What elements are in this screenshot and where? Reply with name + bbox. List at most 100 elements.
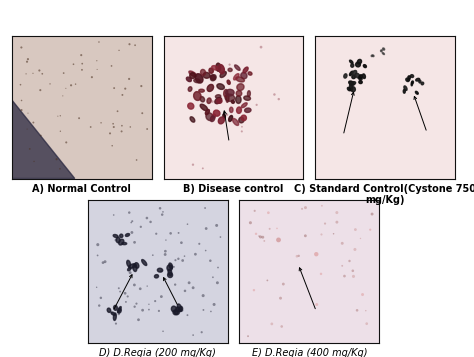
Ellipse shape (200, 96, 205, 102)
Ellipse shape (135, 263, 139, 268)
Ellipse shape (168, 269, 172, 276)
Point (93, 58, 100, 64)
Point (198, 330, 205, 335)
Point (341, 273, 348, 279)
Ellipse shape (205, 110, 210, 115)
Point (145, 307, 153, 312)
Ellipse shape (219, 65, 224, 74)
Ellipse shape (194, 79, 201, 83)
Point (200, 293, 207, 298)
Ellipse shape (173, 310, 178, 315)
Point (275, 237, 283, 243)
Point (266, 226, 273, 232)
Ellipse shape (223, 114, 225, 118)
Point (127, 124, 134, 130)
Point (295, 253, 302, 259)
Point (97, 120, 105, 126)
Ellipse shape (157, 268, 163, 272)
Point (159, 209, 167, 215)
Point (118, 129, 126, 134)
Point (333, 219, 341, 225)
Ellipse shape (195, 74, 203, 83)
Point (277, 295, 284, 301)
Point (125, 76, 133, 82)
Ellipse shape (193, 92, 201, 100)
Ellipse shape (210, 116, 215, 121)
Point (37, 133, 45, 139)
Ellipse shape (408, 76, 410, 79)
Point (261, 238, 268, 244)
Point (56, 166, 64, 172)
Point (189, 332, 197, 338)
Point (67, 82, 75, 88)
Point (313, 302, 320, 307)
Ellipse shape (408, 79, 410, 81)
Point (199, 166, 207, 171)
Point (56, 113, 64, 119)
Ellipse shape (363, 74, 365, 79)
Ellipse shape (189, 71, 197, 77)
Point (201, 205, 209, 211)
Point (200, 307, 207, 313)
Point (127, 270, 134, 276)
Point (253, 102, 260, 108)
Ellipse shape (111, 312, 115, 315)
Point (346, 258, 353, 264)
Ellipse shape (241, 115, 246, 121)
Point (202, 248, 210, 253)
Point (275, 96, 283, 102)
Ellipse shape (228, 115, 233, 121)
Point (226, 62, 233, 67)
Point (178, 240, 185, 246)
Point (54, 113, 62, 119)
Point (115, 311, 123, 317)
Point (29, 120, 37, 125)
Ellipse shape (234, 74, 239, 80)
Ellipse shape (116, 237, 120, 243)
Ellipse shape (220, 71, 226, 77)
Point (338, 263, 346, 269)
Point (131, 42, 139, 48)
Point (359, 292, 366, 297)
Point (122, 299, 130, 305)
Ellipse shape (381, 50, 382, 52)
Point (46, 81, 54, 87)
Point (115, 285, 123, 291)
Point (94, 242, 101, 247)
Point (126, 41, 133, 47)
Ellipse shape (247, 91, 250, 97)
Point (257, 44, 265, 50)
Ellipse shape (200, 104, 208, 111)
Point (191, 251, 199, 257)
Point (278, 323, 285, 329)
Point (22, 71, 30, 77)
Point (93, 66, 101, 72)
Ellipse shape (236, 96, 241, 104)
Point (97, 295, 105, 301)
Polygon shape (12, 100, 75, 178)
Ellipse shape (174, 310, 179, 315)
Ellipse shape (351, 64, 354, 67)
Point (75, 115, 83, 121)
Ellipse shape (226, 89, 234, 96)
Point (18, 45, 25, 50)
Ellipse shape (207, 84, 214, 91)
Point (23, 126, 31, 132)
Point (124, 293, 131, 299)
Ellipse shape (167, 265, 172, 271)
Ellipse shape (351, 87, 356, 92)
Point (179, 258, 186, 263)
Point (271, 92, 278, 97)
Ellipse shape (359, 81, 362, 84)
Point (131, 240, 138, 245)
Point (116, 289, 124, 295)
Ellipse shape (168, 272, 173, 277)
Ellipse shape (236, 91, 242, 96)
Point (172, 282, 179, 287)
Point (131, 282, 138, 288)
Point (189, 285, 197, 291)
Ellipse shape (227, 80, 230, 84)
Ellipse shape (231, 100, 234, 104)
Point (157, 268, 165, 274)
Ellipse shape (219, 117, 224, 124)
